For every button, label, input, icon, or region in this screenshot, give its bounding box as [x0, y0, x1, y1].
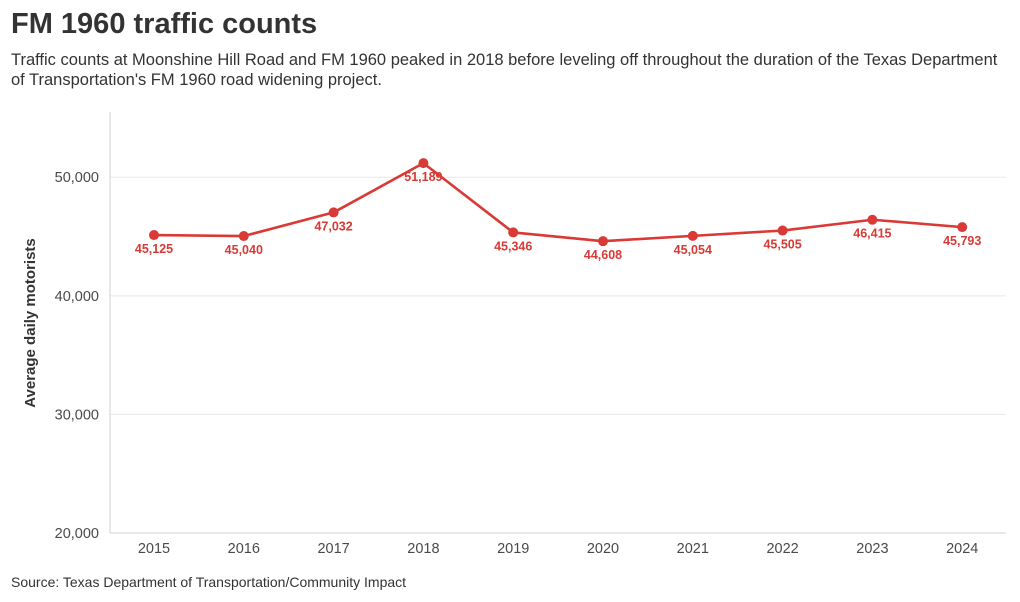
x-tick-label: 2023 — [856, 541, 888, 557]
source-note: Source: Texas Department of Transportati… — [11, 574, 407, 590]
x-tick-label: 2020 — [587, 541, 619, 557]
data-point — [418, 158, 429, 169]
data-label: 45,125 — [135, 242, 173, 256]
y-tick-label: 50,000 — [55, 170, 99, 186]
y-tick-label: 40,000 — [55, 289, 99, 305]
data-point — [957, 222, 968, 233]
chart-subtitle: Traffic counts at Moonshine Hill Road an… — [11, 51, 998, 89]
data-labels: 45,125 45,040 47,032 51,189 45,346 44,608 45,0… — [135, 170, 981, 262]
x-tick-label: 2016 — [228, 541, 260, 557]
y-tick-labels: 20,000 30,000 40,000 50,000 — [55, 170, 99, 542]
data-label: 45,040 — [225, 243, 263, 257]
x-tick-label: 2018 — [407, 541, 439, 557]
data-point — [328, 207, 339, 218]
data-label: 45,346 — [494, 239, 532, 253]
data-label: 44,608 — [584, 248, 622, 262]
data-point — [777, 225, 788, 236]
data-label: 47,032 — [314, 219, 352, 233]
data-label: 45,793 — [943, 234, 981, 248]
data-label: 46,415 — [853, 227, 891, 241]
x-tick-label: 2017 — [317, 541, 349, 557]
data-point — [867, 214, 878, 225]
x-tick-labels: 2015 2016 2017 2018 2019 2020 2021 2022 2023 2024 — [138, 541, 978, 557]
series — [149, 158, 968, 247]
y-tick-label: 30,000 — [55, 407, 99, 423]
data-point — [508, 227, 519, 238]
x-tick-label: 2015 — [138, 541, 170, 557]
gridlines — [110, 176, 1006, 415]
data-point — [149, 230, 159, 241]
y-tick-label: 20,000 — [55, 526, 99, 542]
x-tick-label: 2024 — [946, 541, 978, 557]
axes — [109, 112, 1006, 534]
chart-title: FM 1960 traffic counts — [11, 8, 318, 40]
y-axis-label: Average daily motorists — [22, 238, 39, 408]
x-tick-label: 2022 — [766, 541, 798, 557]
series-line — [152, 161, 964, 243]
x-tick-label: 2019 — [497, 541, 529, 557]
data-point — [687, 230, 698, 241]
data-point — [598, 236, 608, 247]
x-tick-label: 2021 — [677, 541, 709, 557]
data-label: 51,189 — [404, 170, 442, 184]
data-point — [238, 231, 249, 242]
data-label: 45,054 — [674, 243, 712, 257]
data-label: 45,505 — [763, 238, 801, 252]
